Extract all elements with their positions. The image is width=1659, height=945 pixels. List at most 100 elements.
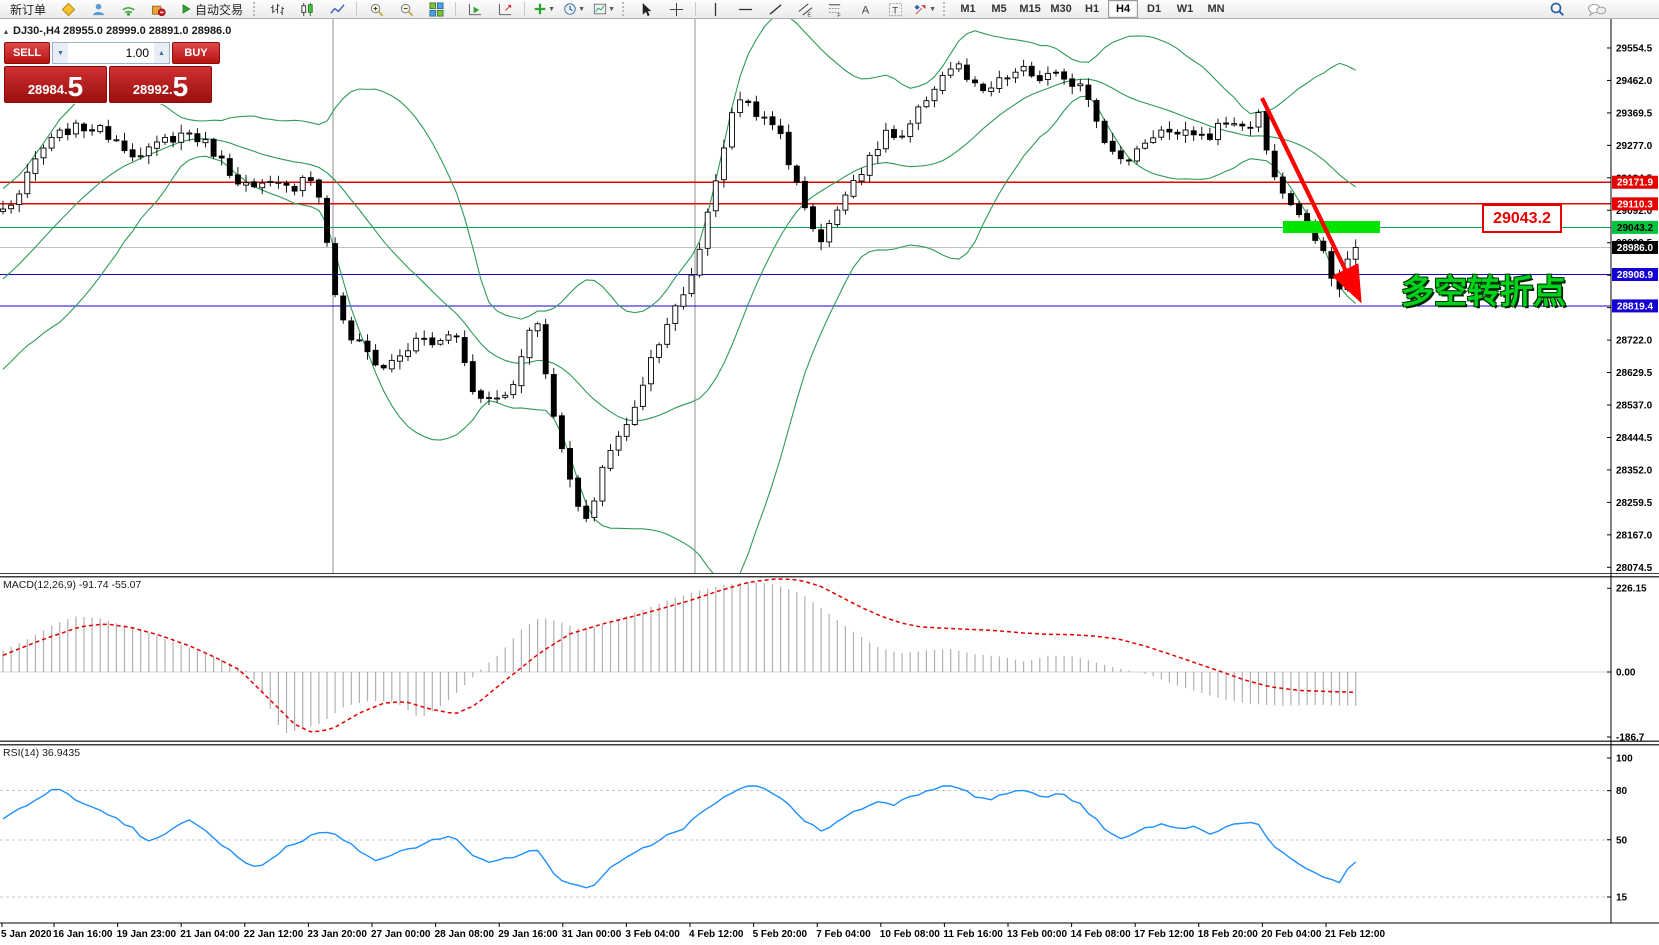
price-tick-label: 28352.0 bbox=[1616, 465, 1653, 476]
timeframe-H4[interactable]: H4 bbox=[1108, 0, 1139, 18]
toolbar-separator bbox=[695, 2, 697, 16]
indicators-icon[interactable]: ▼ bbox=[530, 0, 558, 19]
vertical-line-tool-icon[interactable] bbox=[701, 0, 729, 19]
buy-quote[interactable]: 28992. 5 bbox=[109, 66, 212, 103]
time-tick-label: 4 Feb 12:00 bbox=[689, 929, 744, 940]
search-icon[interactable] bbox=[1543, 0, 1571, 19]
chart-expand-marker[interactable]: ▴ bbox=[4, 27, 9, 36]
svg-text:29043.2: 29043.2 bbox=[1617, 223, 1654, 234]
sell-button-label: SELL bbox=[12, 47, 42, 59]
macd-tick-label: 226.15 bbox=[1616, 584, 1647, 595]
market-icon[interactable] bbox=[144, 0, 172, 19]
one-click-trading-panel: SELL ▼ ▲ BUY 28984.5 28992.5 bbox=[3, 41, 221, 104]
rsi-tick-label: 100 bbox=[1616, 754, 1633, 765]
highlight-bar-annotation[interactable] bbox=[1283, 221, 1380, 233]
shapes-tool-icon[interactable]: ▼ bbox=[911, 0, 939, 19]
line-chart-icon[interactable] bbox=[323, 0, 351, 19]
buy-button[interactable]: BUY bbox=[172, 42, 220, 64]
time-tick-label: 3 Feb 04:00 bbox=[625, 929, 680, 940]
time-tick-label: 28 Jan 08:00 bbox=[435, 929, 495, 940]
time-tick-label: 29 Jan 16:00 bbox=[498, 929, 558, 940]
autotrading-button[interactable]: 自动交易 bbox=[174, 0, 249, 19]
trendline-tool-icon[interactable] bbox=[761, 0, 789, 19]
auto-scroll-icon[interactable] bbox=[461, 0, 489, 19]
rsi-tick-label: 50 bbox=[1616, 835, 1628, 846]
toolbar-separator bbox=[356, 2, 358, 16]
timeframe-M1[interactable]: M1 bbox=[960, 3, 976, 15]
time-tick-label: 7 Feb 04:00 bbox=[816, 929, 871, 940]
time-tick-label: 20 Feb 04:00 bbox=[1261, 929, 1321, 940]
community-icon[interactable] bbox=[84, 0, 112, 19]
price-callout-label[interactable]: 29043.2 bbox=[1482, 204, 1562, 233]
main-toolbar: 新订单 自动交易 ▼ ▼ ▼ E F A T ▼ M1 M5 M15 M30 H1 H4 D… bbox=[0, 0, 1659, 19]
periods-icon[interactable]: ▼ bbox=[560, 0, 588, 19]
sell-price-base: 28984. bbox=[27, 82, 68, 97]
svg-text:28908.9: 28908.9 bbox=[1617, 270, 1654, 281]
macd-tick-label: 0.00 bbox=[1616, 668, 1636, 679]
zoom-out-icon[interactable] bbox=[392, 0, 420, 19]
text-tool-icon[interactable]: A bbox=[851, 0, 879, 19]
timeframe-MN[interactable]: MN bbox=[1207, 3, 1225, 15]
svg-text:28819.4: 28819.4 bbox=[1617, 301, 1654, 312]
timeframe-D1[interactable]: D1 bbox=[1147, 3, 1162, 15]
timeframe-W1[interactable]: W1 bbox=[1176, 3, 1194, 15]
crosshair-icon[interactable] bbox=[662, 0, 690, 19]
toolbar-grip bbox=[943, 2, 949, 16]
price-tick-label: 28167.0 bbox=[1616, 530, 1653, 541]
time-tick-label: 16 Jan 16:00 bbox=[53, 929, 113, 940]
tile-windows-icon[interactable] bbox=[422, 0, 450, 19]
metaeditor-icon[interactable] bbox=[54, 0, 82, 19]
chart-shift-icon[interactable] bbox=[491, 0, 519, 19]
toolbar-grip bbox=[253, 2, 259, 16]
timeframe-H1[interactable]: H1 bbox=[1085, 3, 1100, 15]
buy-price-big: 5 bbox=[172, 71, 189, 102]
price-tick-label: 28259.5 bbox=[1616, 498, 1653, 509]
chart-title: DJ30-,H4 28955.0 28999.0 28891.0 28986.0 bbox=[13, 25, 232, 37]
turning-point-annotation[interactable]: 多空转折点 bbox=[1401, 273, 1566, 310]
trend-arrow-annotation[interactable] bbox=[1260, 97, 1362, 304]
price-tick-label: 28444.5 bbox=[1616, 433, 1653, 444]
price-tick-label: 29554.5 bbox=[1616, 43, 1653, 54]
rsi-tick-label: 80 bbox=[1616, 786, 1628, 797]
time-axis: 5 Jan 2020 16 Jan 16:00 19 Jan 23:00 21 Jan… bbox=[0, 922, 1659, 940]
time-tick-label: 11 Feb 16:00 bbox=[943, 929, 1003, 940]
bar-chart-icon[interactable] bbox=[263, 0, 291, 19]
chat-icon[interactable] bbox=[1583, 0, 1611, 19]
cursor-icon[interactable] bbox=[632, 0, 660, 19]
channel-tool-icon[interactable]: E bbox=[791, 0, 819, 19]
volume-input[interactable] bbox=[68, 43, 154, 63]
fibonacci-tool-icon[interactable]: F bbox=[821, 0, 849, 19]
time-tick-label: 23 Jan 20:00 bbox=[307, 929, 367, 940]
rsi-line bbox=[2, 785, 1357, 889]
price-tick-label: 29092.0 bbox=[1616, 206, 1653, 217]
timeframe-M5[interactable]: M5 bbox=[991, 3, 1007, 15]
time-tick-label: 19 Jan 23:00 bbox=[117, 929, 177, 940]
timeframe-M30[interactable]: M30 bbox=[1050, 3, 1072, 15]
sell-button[interactable]: SELL bbox=[4, 42, 50, 64]
rsi-indicator-label: RSI(14) 36.9435 bbox=[3, 747, 81, 759]
sell-quote[interactable]: 28984. 5 bbox=[4, 66, 107, 103]
label-tool-icon[interactable]: T bbox=[881, 0, 909, 19]
candles bbox=[0, 58, 1359, 523]
volume-decrease-button[interactable]: ▼ bbox=[53, 43, 68, 63]
price-tag-29171.9: 29171.9 bbox=[1612, 175, 1658, 189]
svg-text:29110.3: 29110.3 bbox=[1617, 199, 1653, 210]
candlestick-chart-icon[interactable] bbox=[293, 0, 321, 19]
new-order-button[interactable]: 新订单 bbox=[4, 0, 52, 19]
rsi-pane bbox=[0, 785, 1611, 898]
price-tick-label: 29462.0 bbox=[1616, 76, 1653, 87]
volume-increase-button[interactable]: ▲ bbox=[154, 43, 169, 63]
price-tick-label: 28074.5 bbox=[1616, 563, 1653, 574]
time-tick-label: 5 Feb 20:00 bbox=[753, 929, 808, 940]
buy-button-label: BUY bbox=[184, 47, 208, 59]
timeframe-M15[interactable]: M15 bbox=[1019, 3, 1041, 15]
price-tag-28819.4: 28819.4 bbox=[1612, 299, 1658, 313]
signals-icon[interactable] bbox=[114, 0, 142, 19]
toolbar-separator bbox=[455, 2, 457, 16]
price-axis: 29554.529462.029369.529277.029184.529092… bbox=[1607, 19, 1653, 923]
zoom-in-icon[interactable] bbox=[362, 0, 390, 19]
horizontal-line-tool-icon[interactable] bbox=[731, 0, 759, 19]
price-tag-28908.9: 28908.9 bbox=[1612, 268, 1658, 282]
templates-icon[interactable]: ▼ bbox=[590, 0, 618, 19]
